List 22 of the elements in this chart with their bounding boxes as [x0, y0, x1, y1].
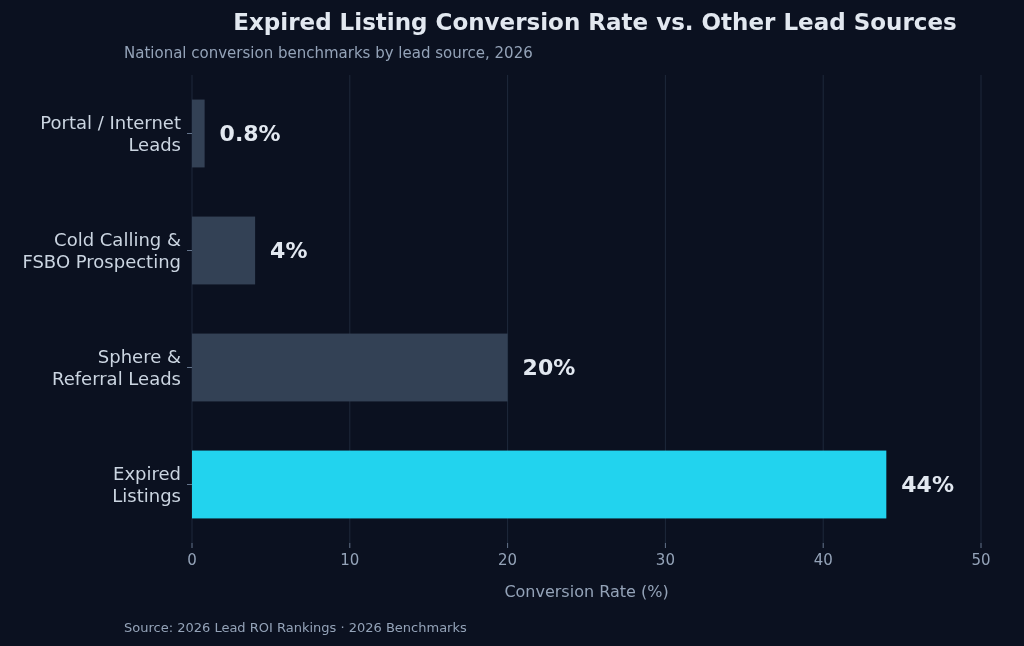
x-tick-label: 50 — [971, 551, 991, 569]
y-tick-label: Portal / Internet Leads — [40, 112, 181, 155]
data-label: 0.8% — [219, 121, 281, 147]
y-tick-label: Cold Calling & FSBO Prospecting — [22, 229, 181, 272]
x-tick-label: 30 — [655, 551, 675, 569]
chart-title: Expired Listing Conversion Rate vs. Other Lead Sources — [233, 9, 957, 35]
data-label: 20% — [522, 355, 576, 381]
chart-subtitle: National conversion benchmarks by lead source, 2026 — [124, 44, 533, 62]
x-tick-label: 10 — [340, 551, 360, 569]
source-note: Source: 2026 Lead ROI Rankings · 2026 Benchmarks — [124, 620, 467, 635]
data-label: 4% — [270, 238, 308, 264]
x-tick-label: 0 — [187, 551, 197, 569]
bar — [192, 333, 508, 402]
data-label: 44% — [901, 472, 954, 498]
x-tick-label: 20 — [498, 551, 518, 569]
bar — [192, 216, 256, 285]
y-tick-label: Expired Listings — [112, 463, 181, 506]
bar — [192, 450, 887, 519]
x-tick-label: 40 — [813, 551, 833, 569]
x-axis-title: Conversion Rate (%) — [504, 582, 669, 601]
bar — [192, 99, 205, 168]
y-tick-label: Sphere & Referral Leads — [51, 346, 181, 389]
